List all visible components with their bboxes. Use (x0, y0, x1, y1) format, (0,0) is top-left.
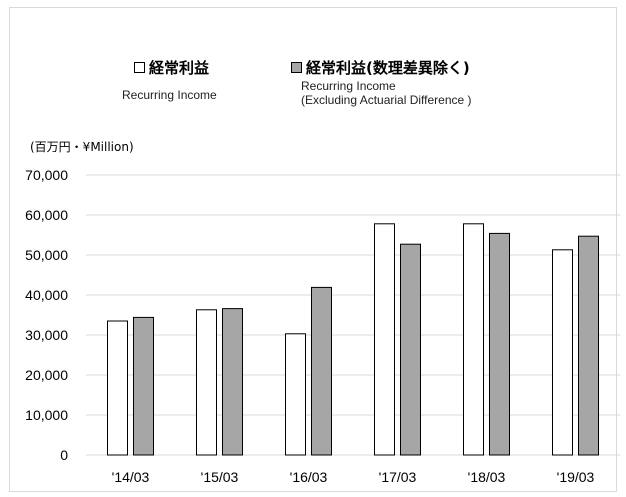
bar-recurring-income (107, 320, 128, 456)
legend-series1: 経常利益 (134, 57, 209, 78)
bar-recurring-income-excl-actuarial (222, 308, 243, 456)
bar-recurring-income (196, 309, 217, 456)
bar-recurring-income-excl-actuarial (400, 243, 421, 456)
bar-recurring-income-excl-actuarial (311, 286, 332, 456)
legend-swatch-series1 (134, 62, 145, 73)
x-tick-label: '18/03 (468, 469, 506, 485)
x-tick-label: '17/03 (379, 469, 417, 485)
y-tick-label: 0 (60, 447, 68, 463)
y-tick-label: 50,000 (25, 247, 68, 263)
bar-recurring-income (285, 333, 306, 456)
bar-recurring-income-excl-actuarial (578, 235, 599, 456)
bar-recurring-income (374, 223, 395, 456)
bar-recurring-income-excl-actuarial (133, 316, 154, 456)
legend-series2-en-line2: (Excluding Actuarial Difference ) (301, 93, 472, 107)
x-tick-label: '19/03 (557, 469, 595, 485)
legend-series2-jp-label: 経常利益(数理差異除く) (306, 59, 470, 77)
bar-recurring-income (552, 249, 573, 456)
y-tick-label: 70,000 (25, 167, 68, 183)
y-tick-label: 10,000 (25, 407, 68, 423)
legend-series2: 経常利益(数理差異除く) (291, 57, 470, 78)
x-tick-label: '14/03 (112, 469, 150, 485)
x-tick-label: '15/03 (201, 469, 239, 485)
legend-swatch-series2 (291, 62, 302, 73)
legend-series1-en-label: Recurring Income (122, 88, 217, 102)
bar-recurring-income-excl-actuarial (489, 232, 510, 456)
y-tick-label: 20,000 (25, 367, 68, 383)
unit-label: (百万円・¥Million) (30, 140, 134, 154)
legend-series2-en-line1: Recurring Income (301, 79, 396, 93)
x-tick-label: '16/03 (290, 469, 328, 485)
y-tick-label: 30,000 (25, 327, 68, 343)
bar-recurring-income (463, 223, 484, 456)
y-tick-label: 60,000 (25, 207, 68, 223)
y-tick-label: 40,000 (25, 287, 68, 303)
legend-series1-jp-label: 経常利益 (149, 59, 210, 77)
